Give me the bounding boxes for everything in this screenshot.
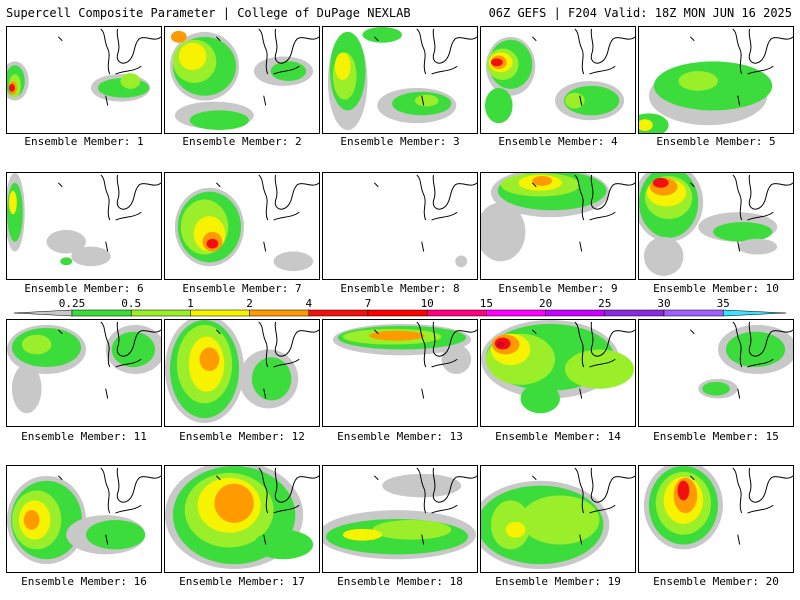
color-scale-legend: 0.25 0.5 1 2 4 7 10 15 20 25 30 35 — [13, 298, 787, 317]
ensemble-member-map — [322, 319, 478, 427]
member-label: Ensemble Member: 10 — [653, 282, 779, 295]
colorbar-tick-label: 15 — [480, 298, 493, 310]
colorbar-segment — [130, 309, 191, 317]
colorbar-segment — [545, 309, 606, 317]
member-label: Ensemble Member: 16 — [21, 575, 147, 588]
member-label: Ensemble Member: 6 — [24, 282, 144, 295]
ensemble-member-map — [322, 465, 478, 573]
run-valid-time: 06Z GEFS | F204 Valid: 18Z MON JUN 16 20… — [488, 6, 792, 20]
colorbar-segment — [486, 309, 546, 317]
ensemble-member-map — [480, 172, 636, 280]
colorbar-tick-label: 7 — [365, 298, 372, 310]
map-title: Supercell Composite Parameter | College … — [6, 6, 411, 20]
member-label: Ensemble Member: 17 — [179, 575, 305, 588]
colorbar-segment — [308, 309, 369, 317]
ensemble-member-map — [164, 26, 320, 134]
colorbar-tick-label: 4 — [305, 298, 312, 310]
member-label: Ensemble Member: 20 — [653, 575, 779, 588]
ensemble-member-map — [6, 172, 162, 280]
ensemble-member-map — [6, 465, 162, 573]
ensemble-member-map — [638, 172, 794, 280]
member-label: Ensemble Member: 5 — [656, 135, 776, 148]
ensemble-member-map — [164, 465, 320, 573]
member-label: Ensemble Member: 19 — [495, 575, 621, 588]
colorbar-tick-label: 0.25 — [59, 298, 86, 310]
colorbar-tick-label: 0.5 — [121, 298, 141, 310]
colorbar-segment — [71, 309, 132, 317]
colorbar-segment — [190, 309, 250, 317]
member-label: Ensemble Member: 9 — [498, 282, 618, 295]
member-label: Ensemble Member: 4 — [498, 135, 618, 148]
member-label: Ensemble Member: 1 — [24, 135, 144, 148]
colorbar-tick-label: 2 — [246, 298, 253, 310]
colorbar-tick-label: 10 — [421, 298, 434, 310]
ensemble-member-map — [164, 172, 320, 280]
ensemble-member-map — [164, 319, 320, 427]
ensemble-member-map — [322, 26, 478, 134]
member-label: Ensemble Member: 8 — [340, 282, 460, 295]
ensemble-member-map — [480, 26, 636, 134]
colorbar-tick-label: 25 — [598, 298, 611, 310]
colorbar-segment — [663, 309, 724, 317]
colorbar-segment — [249, 309, 310, 317]
colorbar-tick-label: 1 — [187, 298, 194, 310]
member-label: Ensemble Member: 12 — [179, 430, 305, 443]
ensemble-member-map — [638, 26, 794, 134]
member-label: Ensemble Member: 18 — [337, 575, 463, 588]
member-label: Ensemble Member: 7 — [182, 282, 302, 295]
ensemble-member-map — [6, 319, 162, 427]
ensemble-member-map — [322, 172, 478, 280]
colorbar-tick-label: 20 — [539, 298, 552, 310]
colorbar-tick-label: 30 — [657, 298, 670, 310]
colorbar-tick-label: 35 — [717, 298, 730, 310]
ensemble-member-map — [480, 319, 636, 427]
member-label: Ensemble Member: 11 — [21, 430, 147, 443]
member-label: Ensemble Member: 2 — [182, 135, 302, 148]
ensemble-member-map — [6, 26, 162, 134]
member-label: Ensemble Member: 15 — [653, 430, 779, 443]
colorbar-segment — [367, 309, 428, 317]
ensemble-member-map — [638, 319, 794, 427]
member-label: Ensemble Member: 3 — [340, 135, 460, 148]
ensemble-member-map — [638, 465, 794, 573]
ensemble-member-map — [480, 465, 636, 573]
member-label: Ensemble Member: 13 — [337, 430, 463, 443]
colorbar-segment — [604, 309, 665, 317]
member-label: Ensemble Member: 14 — [495, 430, 621, 443]
colorbar-segment — [426, 309, 487, 317]
